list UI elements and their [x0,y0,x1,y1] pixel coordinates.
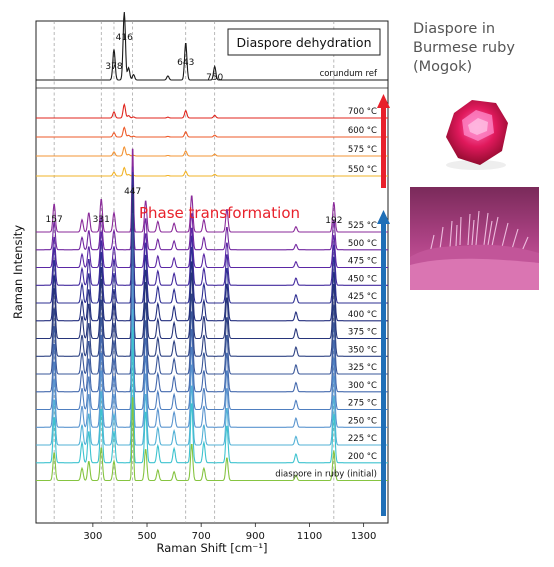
peak-label: 447 [124,187,141,197]
series-label: 400 °C [348,310,377,320]
heating-arrow-blue [377,210,390,516]
spectrum-line [36,283,388,428]
spectrum-line [36,309,388,446]
spectrum-line [36,174,388,304]
x-tick-label: 900 [246,531,265,542]
series-label: 225 °C [348,434,377,444]
spectrum-line [36,397,388,482]
spectrum-line [36,145,388,157]
chart-title-box [227,28,381,56]
peak-label: 157 [46,215,63,225]
spectrum-line [36,326,388,464]
x-tick-label: 700 [192,531,211,542]
spectrum-line [36,11,388,81]
phase-annotation: Phase transformation [139,204,300,222]
series-label: 600 °C [348,126,377,136]
reference-lines [53,21,335,523]
x-tick-label: 1300 [351,531,376,542]
x-tick-label: 500 [137,531,156,542]
series-label: 300 °C [348,381,377,391]
sample-title-line-2: Burmese ruby [413,40,515,56]
x-tick-label: 1100 [297,531,322,542]
peak-label: 192 [325,216,342,226]
x-axis-label: Raman Shift [cm⁻¹] [157,541,268,555]
spectrum-line [36,248,388,393]
chart-title: Diaspore dehydration [236,35,371,50]
spectrum-line [36,187,388,340]
series-label: corundum ref [320,69,378,79]
spectrum-line [36,148,388,233]
sample-title: Diaspore in Burmese ruby (Mogok) [413,20,553,77]
x-axis-ticks: 300 500 700 900 1100 1300 [83,523,376,542]
series-label: 525 °C [348,221,377,231]
spectrum-line [36,171,388,286]
y-axis-label: Raman Intensity [11,225,25,319]
spectrum-line [36,212,388,357]
peak-labels: 378 416 643 750 157 331 447 192 [46,33,343,226]
plot-frame [35,20,389,524]
series-label: 500 °C [348,239,377,249]
series-label: 550 °C [348,165,377,175]
ruby-crystal-photo [410,85,539,182]
peak-label: 643 [177,58,194,68]
spectrum-line [36,166,388,177]
spectrum-line [36,266,388,411]
peak-label: 416 [116,33,133,43]
spectra-group [36,11,388,482]
series-label: 450 °C [348,274,377,284]
series-label: 700 °C [348,107,377,117]
series-label: 275 °C [348,399,377,409]
spectrum-line [36,166,388,251]
series-label: 475 °C [348,257,377,267]
series-label: 575 °C [348,145,377,155]
spectrum-line [36,102,388,119]
peak-label: 750 [206,73,223,83]
sample-title-line-3: (Mogok) [413,59,473,75]
series-label: 425 °C [348,292,377,302]
spectrum-line [36,126,388,138]
series-label: 200 °C [348,452,377,462]
series-label: 350 °C [348,345,377,355]
spectrum-line [36,176,388,269]
series-label: 375 °C [348,328,377,338]
x-tick-label: 300 [83,531,102,542]
series-label: 325 °C [348,363,377,373]
peak-label: 378 [105,62,122,72]
diaspore-inclusion-photo [410,187,539,290]
heating-arrow-red [377,94,390,188]
sample-title-line-1: Diaspore in [413,21,496,37]
peak-label: 331 [93,215,110,225]
series-label: 250 °C [348,416,377,426]
spectrum-line [36,184,388,322]
series-labels: corundum ref 700 °C 600 °C 575 °C 550 °C 525 … [275,69,378,480]
series-label: diaspore in ruby (initial) [275,470,377,480]
spectrum-line [36,230,388,375]
